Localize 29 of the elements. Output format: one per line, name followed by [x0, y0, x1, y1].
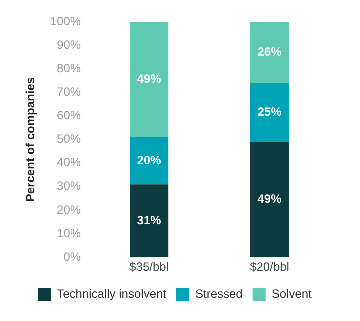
- data-label: 26%: [258, 44, 282, 59]
- x-tick-label: $20/bbl: [250, 260, 290, 274]
- x-tick-label: $35/bbl: [130, 260, 170, 274]
- data-label: 25%: [258, 105, 282, 120]
- data-label: 31%: [137, 213, 162, 228]
- y-tick-label: 30%: [57, 179, 82, 194]
- y-tick-label: 100%: [50, 14, 82, 28]
- data-label: 49%: [258, 192, 282, 206]
- y-tick-label: 40%: [57, 156, 82, 170]
- y-tick-label: 60%: [57, 108, 82, 123]
- y-tick-label: 90%: [57, 38, 82, 52]
- bar: [130, 137, 169, 185]
- legend-label: Technically insolvent: [57, 286, 168, 301]
- bar: [250, 142, 290, 258]
- bar: [130, 184, 169, 258]
- bar: [130, 22, 169, 138]
- y-tick-label: 80%: [57, 61, 82, 76]
- bar: [250, 22, 290, 84]
- y-tick-label: 0%: [64, 250, 82, 264]
- data-label: 20%: [137, 153, 162, 168]
- legend-label: Solvent: [272, 286, 313, 301]
- y-axis-title: Percent of companies: [24, 77, 38, 202]
- data-label: 49%: [137, 72, 162, 86]
- y-tick-label: 20%: [57, 202, 82, 217]
- y-tick-label: 10%: [57, 226, 82, 240]
- legend-label: Stressed: [196, 286, 243, 301]
- y-tick-label: 50%: [57, 132, 82, 146]
- y-tick-label: 70%: [57, 84, 82, 99]
- bar: [250, 83, 290, 142]
